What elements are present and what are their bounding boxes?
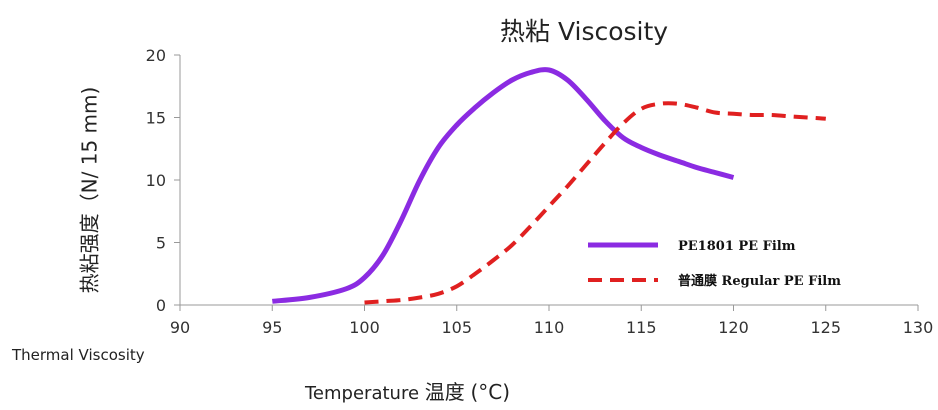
- chart-title: 热粘 Viscosity: [500, 17, 669, 46]
- x-axis-label-en: Temperature: [305, 383, 420, 404]
- y-tick-label: 10: [146, 171, 166, 190]
- series-layer: [272, 67, 826, 305]
- x-tick-label: 130: [903, 318, 934, 337]
- y-axis-label: 热粘强度（N/ 15 mm): [77, 86, 102, 294]
- x-tick-label: 95: [262, 318, 282, 337]
- axes: 0 5 10 15 20 90 95 100 105 110 115 120 125 130: [146, 46, 934, 337]
- legend-label-1: PE1801 PE Film: [678, 239, 796, 254]
- x-tick-label: 115: [626, 318, 657, 337]
- side-label: Thermal Viscosity: [12, 346, 145, 364]
- x-tick-label: 110: [534, 318, 565, 337]
- y-tick-label: 15: [146, 109, 166, 128]
- y-tick-label: 5: [156, 234, 166, 253]
- x-axis-label-zh: 温度: [424, 380, 465, 404]
- x-axis-label-unit: (°C): [470, 380, 511, 404]
- series-line-1: [272, 67, 735, 304]
- series-line-2: [364, 101, 826, 305]
- legend: PE1801 PE Film 普通膜 Regular PE Film: [588, 239, 841, 289]
- x-axis-label: Temperature 温度 (°C): [305, 376, 510, 405]
- y-tick-label: 0: [156, 296, 166, 315]
- x-tick-label: 120: [718, 318, 749, 337]
- x-tick-label: 100: [349, 318, 380, 337]
- x-tick-label: 90: [170, 318, 190, 337]
- y-tick-label: 20: [146, 46, 166, 65]
- x-tick-label: 125: [810, 318, 841, 337]
- x-tick-label: 105: [441, 318, 472, 337]
- legend-label-2: 普通膜 Regular PE Film: [678, 273, 841, 289]
